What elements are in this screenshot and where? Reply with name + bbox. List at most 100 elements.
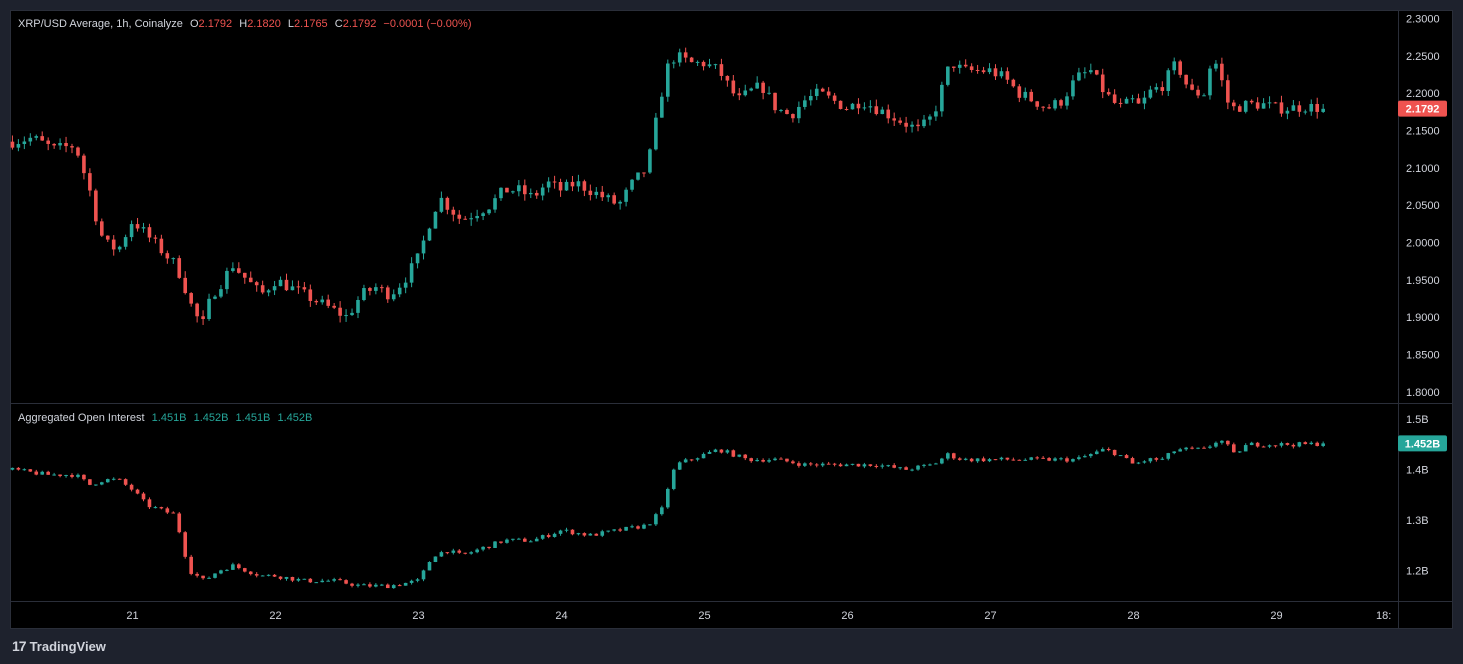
price-candle (1297, 105, 1302, 112)
oi-candle (999, 457, 1004, 460)
oi-candle (1208, 446, 1212, 448)
oi-candle (99, 482, 104, 485)
oi-candle (910, 469, 914, 471)
price-candle (1267, 102, 1272, 104)
oi-candle (654, 514, 658, 525)
oi-candle (1130, 458, 1135, 464)
price-candle (862, 107, 867, 109)
price-candle (475, 216, 479, 219)
oi-candle (981, 458, 986, 462)
price-candle (487, 209, 491, 214)
oi-candle (1220, 440, 1224, 443)
time-axis-tick: 27 (984, 610, 996, 622)
price-candle (1279, 102, 1284, 114)
price-candle (248, 277, 253, 283)
price-candle (570, 181, 575, 187)
price-axis-tick: 2.2500 (1406, 51, 1440, 63)
oi-candle (963, 458, 968, 460)
price-candle (1035, 101, 1039, 107)
price-candle (850, 103, 855, 110)
oi-candle (368, 584, 372, 587)
price-axis-tick: 2.1500 (1406, 125, 1440, 137)
indicator-low: 1.451B (235, 412, 271, 424)
price-candle (28, 137, 33, 142)
tradingview-branding[interactable]: 17 TradingView (12, 638, 106, 654)
price-candle (1214, 63, 1218, 69)
price-candle (713, 64, 718, 66)
price-candle (1094, 70, 1099, 75)
oi-candle (791, 461, 795, 464)
price-candle (1255, 102, 1260, 109)
oi-candle (1148, 458, 1153, 462)
price-candle (1005, 71, 1010, 80)
price-axis-tick: 2.2000 (1406, 88, 1440, 100)
oi-candle (290, 576, 295, 581)
oi-candle (231, 564, 235, 570)
price-candle (779, 109, 783, 111)
price-candle (761, 82, 765, 93)
price-candle (272, 286, 277, 291)
oi-candle (1297, 442, 1302, 447)
oi-candle (511, 538, 515, 540)
price-candle (540, 187, 545, 196)
price-candle (916, 124, 920, 127)
oi-candle (153, 507, 158, 509)
oi-candle (362, 584, 366, 586)
price-candle (415, 253, 420, 264)
chart-canvas[interactable]: 2.3000 2.2500 2.2000 2.1500 2.1000 2.0500 2.00… (0, 0, 1463, 630)
price-candle (671, 62, 676, 64)
price-candle (165, 253, 170, 259)
oi-candle (1166, 453, 1171, 459)
high-label: H (239, 18, 248, 30)
oi-candle (886, 465, 891, 467)
price-candle (1136, 98, 1141, 104)
oi-candle (1321, 443, 1325, 446)
price-candle (1160, 87, 1165, 91)
oi-candle (874, 465, 879, 467)
price-candle (743, 90, 748, 96)
price-candle (469, 218, 473, 220)
price-candle (296, 286, 301, 288)
oi-candle (403, 582, 408, 586)
price-candle (1112, 94, 1117, 103)
indicator-title[interactable]: Aggregated Open Interest (18, 412, 145, 424)
oi-candle (278, 576, 283, 579)
price-candle (1023, 91, 1028, 98)
price-candle (219, 289, 223, 297)
price-candle (481, 213, 485, 217)
time-axis-tick: 22 (269, 610, 281, 622)
price-candle (260, 285, 265, 293)
oi-axis-tick: 1.4B (1406, 465, 1429, 477)
oi-candle (695, 458, 700, 460)
oi-candle (1089, 454, 1093, 457)
price-candle (82, 155, 86, 174)
price-candle (76, 147, 80, 156)
price-candle (969, 66, 974, 70)
price-candle (1261, 103, 1266, 109)
oi-candle (397, 585, 402, 587)
price-candle (1249, 100, 1254, 103)
price-candle (1285, 110, 1290, 114)
oi-candle (1196, 447, 1200, 449)
price-candle (207, 298, 211, 320)
oi-candle (767, 460, 771, 462)
symbol-title[interactable]: XRP/USD Average, 1h, Coinalyze (18, 18, 183, 30)
time-axis-tick: 26 (841, 610, 853, 622)
oi-candle (576, 533, 581, 535)
price-candle (254, 282, 259, 286)
price-candle (934, 111, 938, 117)
price-candle (803, 100, 807, 107)
price-candle (987, 68, 992, 73)
oi-candle (850, 463, 855, 465)
price-candle (957, 64, 962, 68)
oi-candle (528, 541, 533, 543)
oi-candle (344, 580, 348, 584)
oi-candle (1017, 459, 1022, 461)
oi-candle (808, 463, 813, 465)
price-candle (797, 106, 801, 119)
price-candle (612, 195, 616, 204)
price-candle (546, 181, 551, 188)
oi-candle (260, 575, 265, 577)
price-candle (1178, 61, 1182, 75)
price-candle (99, 221, 104, 236)
